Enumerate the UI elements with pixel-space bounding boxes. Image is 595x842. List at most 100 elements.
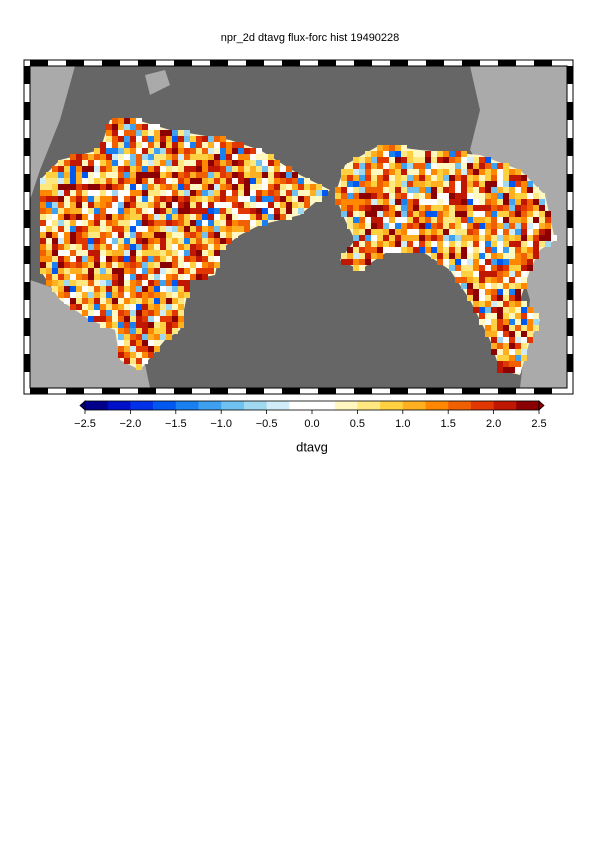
- data-cell: [166, 136, 172, 142]
- data-cell: [118, 154, 124, 160]
- data-cell: [395, 199, 401, 205]
- data-cell: [413, 157, 419, 163]
- data-cell: [70, 238, 76, 244]
- data-cell: [497, 169, 503, 175]
- data-cell: [365, 247, 371, 253]
- data-cell: [148, 202, 154, 208]
- data-cell: [298, 184, 304, 190]
- data-cell: [395, 211, 401, 217]
- data-cell: [431, 181, 437, 187]
- data-cell: [52, 268, 58, 274]
- data-cell: [515, 361, 521, 367]
- data-cell: [238, 160, 244, 166]
- data-cell: [118, 304, 124, 310]
- data-cell: [262, 190, 268, 196]
- data-cell: [118, 262, 124, 268]
- data-cell: [148, 238, 154, 244]
- data-cell: [106, 232, 112, 238]
- data-cell: [401, 157, 407, 163]
- data-cell: [82, 178, 88, 184]
- data-cell: [220, 190, 226, 196]
- data-cell: [178, 280, 184, 286]
- data-cell: [178, 310, 184, 316]
- data-cell: [437, 217, 443, 223]
- data-cell: [208, 190, 214, 196]
- data-cell: [353, 223, 359, 229]
- data-cell: [166, 184, 172, 190]
- data-cell: [515, 367, 521, 373]
- data-cell: [196, 148, 202, 154]
- data-cell: [112, 292, 118, 298]
- data-cell: [455, 271, 461, 277]
- data-cell: [539, 229, 545, 235]
- data-cell: [160, 268, 166, 274]
- data-cell: [359, 265, 365, 271]
- data-cell: [365, 169, 371, 175]
- data-cell: [214, 184, 220, 190]
- data-cell: [118, 124, 124, 130]
- data-cell: [172, 220, 178, 226]
- data-cell: [178, 166, 184, 172]
- data-cell: [353, 157, 359, 163]
- data-cell: [190, 262, 196, 268]
- data-cell: [509, 253, 515, 259]
- data-cell: [449, 169, 455, 175]
- data-cell: [310, 196, 316, 202]
- data-cell: [88, 274, 94, 280]
- data-cell: [503, 319, 509, 325]
- data-cell: [365, 205, 371, 211]
- data-cell: [214, 172, 220, 178]
- data-cell: [70, 232, 76, 238]
- data-cell: [497, 367, 503, 373]
- data-cell: [401, 187, 407, 193]
- data-cell: [184, 160, 190, 166]
- data-cell: [539, 235, 545, 241]
- data-cell: [142, 202, 148, 208]
- data-cell: [52, 178, 58, 184]
- data-cell: [503, 271, 509, 277]
- data-cell: [509, 265, 515, 271]
- data-cell: [407, 151, 413, 157]
- data-cell: [467, 211, 473, 217]
- data-cell: [533, 205, 539, 211]
- data-cell: [377, 241, 383, 247]
- data-cell: [130, 160, 136, 166]
- data-cell: [46, 196, 52, 202]
- data-cell: [521, 253, 527, 259]
- data-cell: [304, 190, 310, 196]
- data-cell: [130, 148, 136, 154]
- data-cell: [124, 268, 130, 274]
- data-cell: [136, 274, 142, 280]
- data-cell: [94, 184, 100, 190]
- data-cell: [52, 196, 58, 202]
- data-cell: [461, 223, 467, 229]
- data-cell: [82, 292, 88, 298]
- data-cell: [268, 178, 274, 184]
- data-cell: [166, 160, 172, 166]
- data-cell: [250, 166, 256, 172]
- data-cell: [383, 235, 389, 241]
- data-cell: [347, 187, 353, 193]
- data-cell: [419, 157, 425, 163]
- data-cell: [160, 232, 166, 238]
- data-cell: [124, 160, 130, 166]
- data-cell: [52, 232, 58, 238]
- data-cell: [509, 229, 515, 235]
- data-cell: [124, 334, 130, 340]
- data-cell: [425, 223, 431, 229]
- data-cell: [371, 253, 377, 259]
- data-cell: [503, 187, 509, 193]
- data-cell: [172, 226, 178, 232]
- data-cell: [160, 178, 166, 184]
- data-cell: [154, 208, 160, 214]
- data-cell: [443, 163, 449, 169]
- data-cell: [40, 178, 46, 184]
- data-cell: [238, 196, 244, 202]
- data-cell: [461, 271, 467, 277]
- data-cell: [118, 172, 124, 178]
- data-cell: [130, 172, 136, 178]
- data-cell: [58, 190, 64, 196]
- data-cell: [425, 169, 431, 175]
- data-cell: [413, 211, 419, 217]
- data-cell: [515, 337, 521, 343]
